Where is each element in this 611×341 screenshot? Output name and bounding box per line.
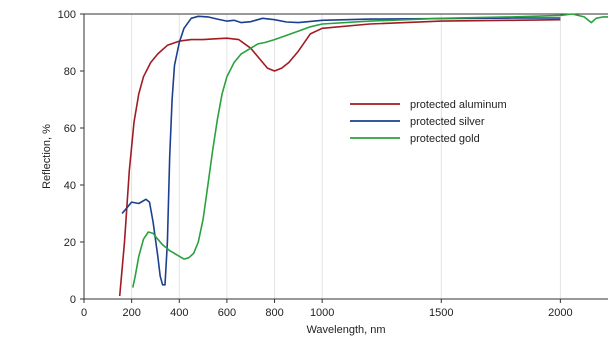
y-tick-label: 40	[64, 180, 76, 192]
legend-label: protected gold	[410, 133, 480, 145]
grid-lines	[131, 14, 561, 299]
x-tick-label: 600	[218, 307, 236, 319]
series-line-protected-silver	[121, 15, 561, 286]
plot-frame	[83, 13, 608, 300]
y-axis-ticks: 0 20 40 60 80 100	[58, 9, 84, 306]
x-axis-label: Wavelength, nm	[306, 324, 385, 336]
series-line-protected-gold	[132, 13, 608, 288]
x-tick-label: 200	[122, 307, 140, 319]
legend-label: protected aluminum	[410, 99, 507, 111]
x-tick-label: 1000	[310, 307, 334, 319]
y-axis-label: Reflection, %	[41, 124, 53, 189]
x-axis-ticks: 0 200 400 600 800 1000 1500 2000	[81, 299, 573, 319]
y-tick-label: 20	[64, 237, 76, 249]
x-tick-label: 400	[170, 307, 188, 319]
x-tick-label: 2000	[548, 307, 572, 319]
legend-label: protected silver	[410, 116, 485, 128]
y-tick-label: 0	[70, 294, 76, 306]
y-tick-label: 80	[64, 66, 76, 78]
legend: protected aluminum protected silver protec…	[350, 99, 507, 145]
x-tick-label: 1500	[429, 307, 453, 319]
y-tick-label: 60	[64, 123, 76, 135]
x-tick-label: 0	[81, 307, 87, 319]
series-line-protected-aluminum	[118, 18, 561, 297]
y-tick-label: 100	[58, 9, 76, 21]
series-layer	[118, 13, 608, 297]
x-tick-label: 800	[265, 307, 283, 319]
